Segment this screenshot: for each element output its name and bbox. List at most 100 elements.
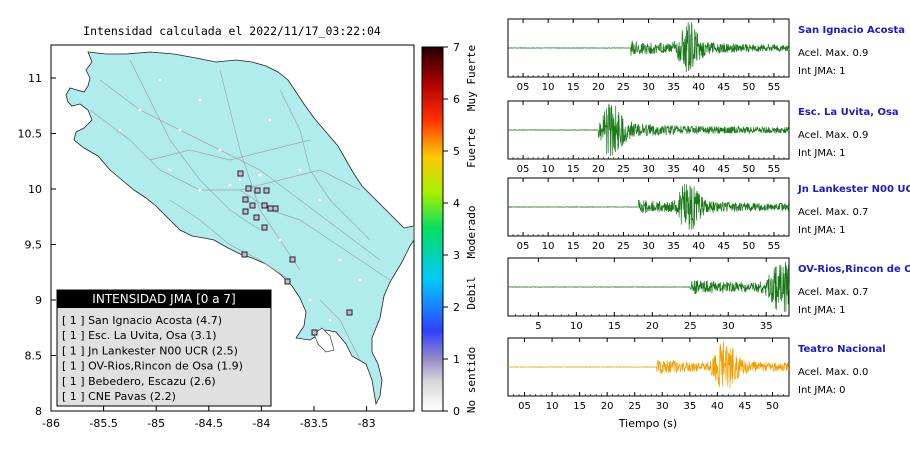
station-marker[interactable] [284,278,291,285]
station-marker[interactable] [272,205,279,212]
colorbar-gradient [421,46,444,412]
legend-item: [ 1 ] Esc. La Uvita, Osa (3.1) [62,329,217,342]
panel-x-tick-label: 35 [667,164,680,175]
legend-item: [ 1 ] OV-Rios,Rincon de Osa (1.9) [62,360,243,373]
jma-intensity-label: Int JMA: 1 [798,148,846,159]
legend-box [56,289,272,407]
colorbar-ticks: 0 1 2 3 4 5 6 7 [443,41,460,418]
waveform-trace [507,341,790,389]
jma-intensity-label: Int JMA: 1 [798,305,846,316]
panel-x-tick-label: 05 [518,401,531,412]
accel-max-label: Acel. Max. 0.9 [798,130,868,141]
panel-x-tick-label: 15 [567,164,580,175]
station-marker[interactable] [289,256,296,263]
colorbar-tick-label: 6 [453,93,460,106]
map-title: Intensidad calculada el 2022/11/17_03:22… [83,24,381,38]
map-x-tick-label: -85.5 [89,417,117,430]
station-markers [237,170,353,336]
panel-x-tick-label: 10 [542,164,555,175]
map-x-axis: -86 -85.5 -85 -84.5 -84 -83.5 -83 [42,406,376,430]
legend-items: [ 1 ] San Ignacio Acosta (4.7) [ 1 ] Esc.… [62,314,243,403]
panel-x-tick-label: 10 [542,82,555,93]
time-axis-label: Tiempo (s) [618,417,677,430]
panel-x-tick-label: 30 [642,164,655,175]
panel-x-tick-label: 05 [517,164,530,175]
panel-x-tick-label: 15 [567,82,580,93]
station-marker[interactable] [263,187,270,194]
colorbar-label-moderado: Moderado [465,206,478,259]
accel-max-label: Acel. Max. 0.0 [798,367,868,378]
map-x-tick-label: -84.5 [195,417,223,430]
map-x-tick-label: -86 [42,417,60,430]
panel-x-tick-label: 10 [546,401,559,412]
station-marker[interactable] [249,202,256,209]
waveform-trace [507,183,790,230]
colorbar-label-debil: Debil [465,276,478,309]
panel-x-tick-label: 05 [517,241,530,252]
colorbar-tick-label: 7 [453,41,460,54]
station-marker[interactable] [242,208,249,215]
colorbar-label-fuerte: Fuerte [465,128,478,168]
station-marker[interactable] [267,205,274,212]
panel-x-tick-label: 25 [684,321,697,332]
map-x-tick-label: -85 [147,417,165,430]
station-marker[interactable] [237,170,244,177]
colorbar-label-muy-fuerte: Muy Fuerte [465,45,478,111]
panel-x-tick-label: 30 [656,401,669,412]
panel-x-tick-label: 5 [535,321,541,332]
map-y-axis: 8 8.5 9 9.5 10 10.5 11 [18,72,56,418]
station-marker[interactable] [242,196,249,203]
panel-x-tick-label: 40 [692,82,705,93]
panel-x-tick-label: 25 [617,82,630,93]
colorbar-tick-label: 3 [453,249,460,262]
waveform-trace [507,21,790,73]
seismogram-panel: 05 10 15 20 25 30 35 40 45 50 55 Esc. La Uvita, Osa… [507,100,899,175]
panel-x-tick-label: 40 [692,241,705,252]
panel-x-tick-label: 50 [742,164,755,175]
map-y-tick-label: 9.5 [25,239,43,252]
panel-x-tick-label: 50 [742,82,755,93]
panel-x-tick-label: 50 [766,401,779,412]
map-x-tick-label: -84 [252,417,270,430]
panel-x-tick-label: 25 [628,401,641,412]
jma-intensity-label: Int JMA: 0 [798,385,846,396]
seismogram-panels: 05 10 15 20 25 30 35 40 45 50 55 San Ignacio Acosta… [507,18,910,412]
map-y-tick-label: 10.5 [18,128,43,141]
panel-x-tick-label: 20 [592,164,605,175]
intensity-colorbar: 0 1 2 3 4 5 6 7 No sentido Debil Moderado Fuert… [421,41,478,418]
panel-x-tick-label: 45 [717,241,730,252]
panel-x-tick-label: 20 [601,401,614,412]
station-marker[interactable] [346,309,353,316]
panel-x-tick-label: 10 [570,321,583,332]
station-name: Esc. La Uvita, Osa [798,107,899,118]
station-marker[interactable] [254,187,261,194]
panel-x-tick-label: 35 [667,241,680,252]
station-marker[interactable] [253,214,260,221]
station-marker[interactable] [245,185,252,192]
station-marker[interactable] [261,202,268,209]
osa-inlet [313,327,335,353]
panel-x-tick-label: 05 [517,82,530,93]
map-x-tick-label: -83 [358,417,376,430]
legend-item: [ 1 ] Bebedero, Escazu (2.6) [62,375,216,388]
panel-x-tick-label: 55 [768,164,781,175]
colorbar-category-labels: No sentido Debil Moderado Fuerte Muy Fue… [465,45,478,413]
panel-x-tick-label: 15 [608,321,621,332]
legend-item: [ 1 ] Jn Lankester N00 UCR (2.5) [62,344,238,357]
panel-x-tick-label: 55 [768,82,781,93]
colorbar-tick-label: 5 [453,145,460,158]
colorbar-label-no-sentido: No sentido [465,347,478,413]
accel-max-label: Acel. Max. 0.7 [798,287,868,298]
panel-x-tick-label: 45 [717,164,730,175]
jma-intensity-label: Int JMA: 1 [798,66,846,77]
station-name: Jn Lankester N00 UCR [797,184,910,195]
station-marker[interactable] [261,224,268,231]
map-y-tick-label: 10 [28,183,42,196]
station-name: OV-Rios,Rincon de Osa [798,264,910,275]
map-x-tick-label: -83.5 [300,417,328,430]
panel-x-tick-label: 35 [667,82,680,93]
panel-x-tick-label: 40 [711,401,724,412]
station-marker[interactable] [241,251,248,258]
station-marker[interactable] [311,329,318,336]
